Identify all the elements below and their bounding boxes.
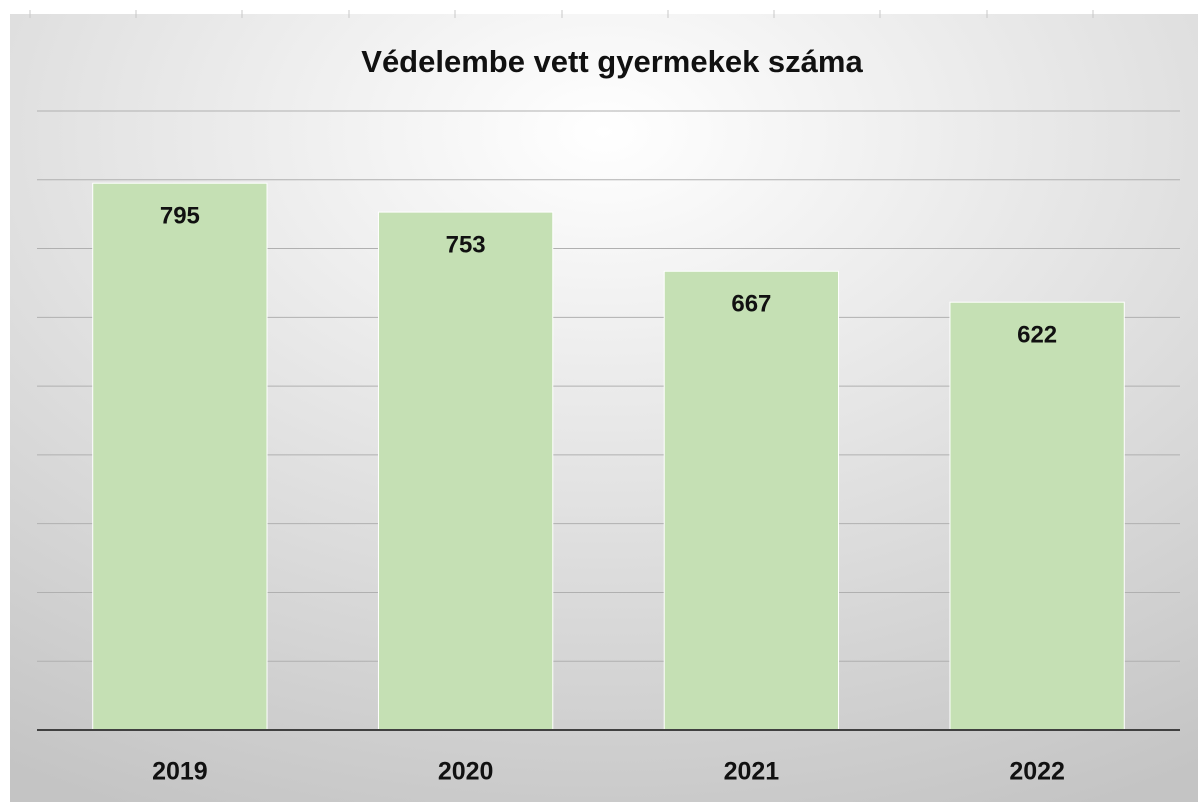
bar <box>377 211 554 731</box>
data-label: 795 <box>160 203 200 230</box>
bar <box>92 182 268 731</box>
data-label: 753 <box>446 231 486 258</box>
x-tick-label: 2021 <box>724 758 780 786</box>
x-tick-label: 2020 <box>438 758 494 786</box>
data-label: 622 <box>1017 322 1057 349</box>
sheet-ticks <box>29 10 1094 18</box>
bar <box>663 270 840 731</box>
bar <box>949 301 1125 731</box>
chart-title: Védelembe vett gyermekek száma <box>361 44 863 79</box>
x-tick-label: 2022 <box>1009 758 1065 786</box>
x-tick-label: 2019 <box>152 758 208 786</box>
data-label: 667 <box>731 291 771 318</box>
